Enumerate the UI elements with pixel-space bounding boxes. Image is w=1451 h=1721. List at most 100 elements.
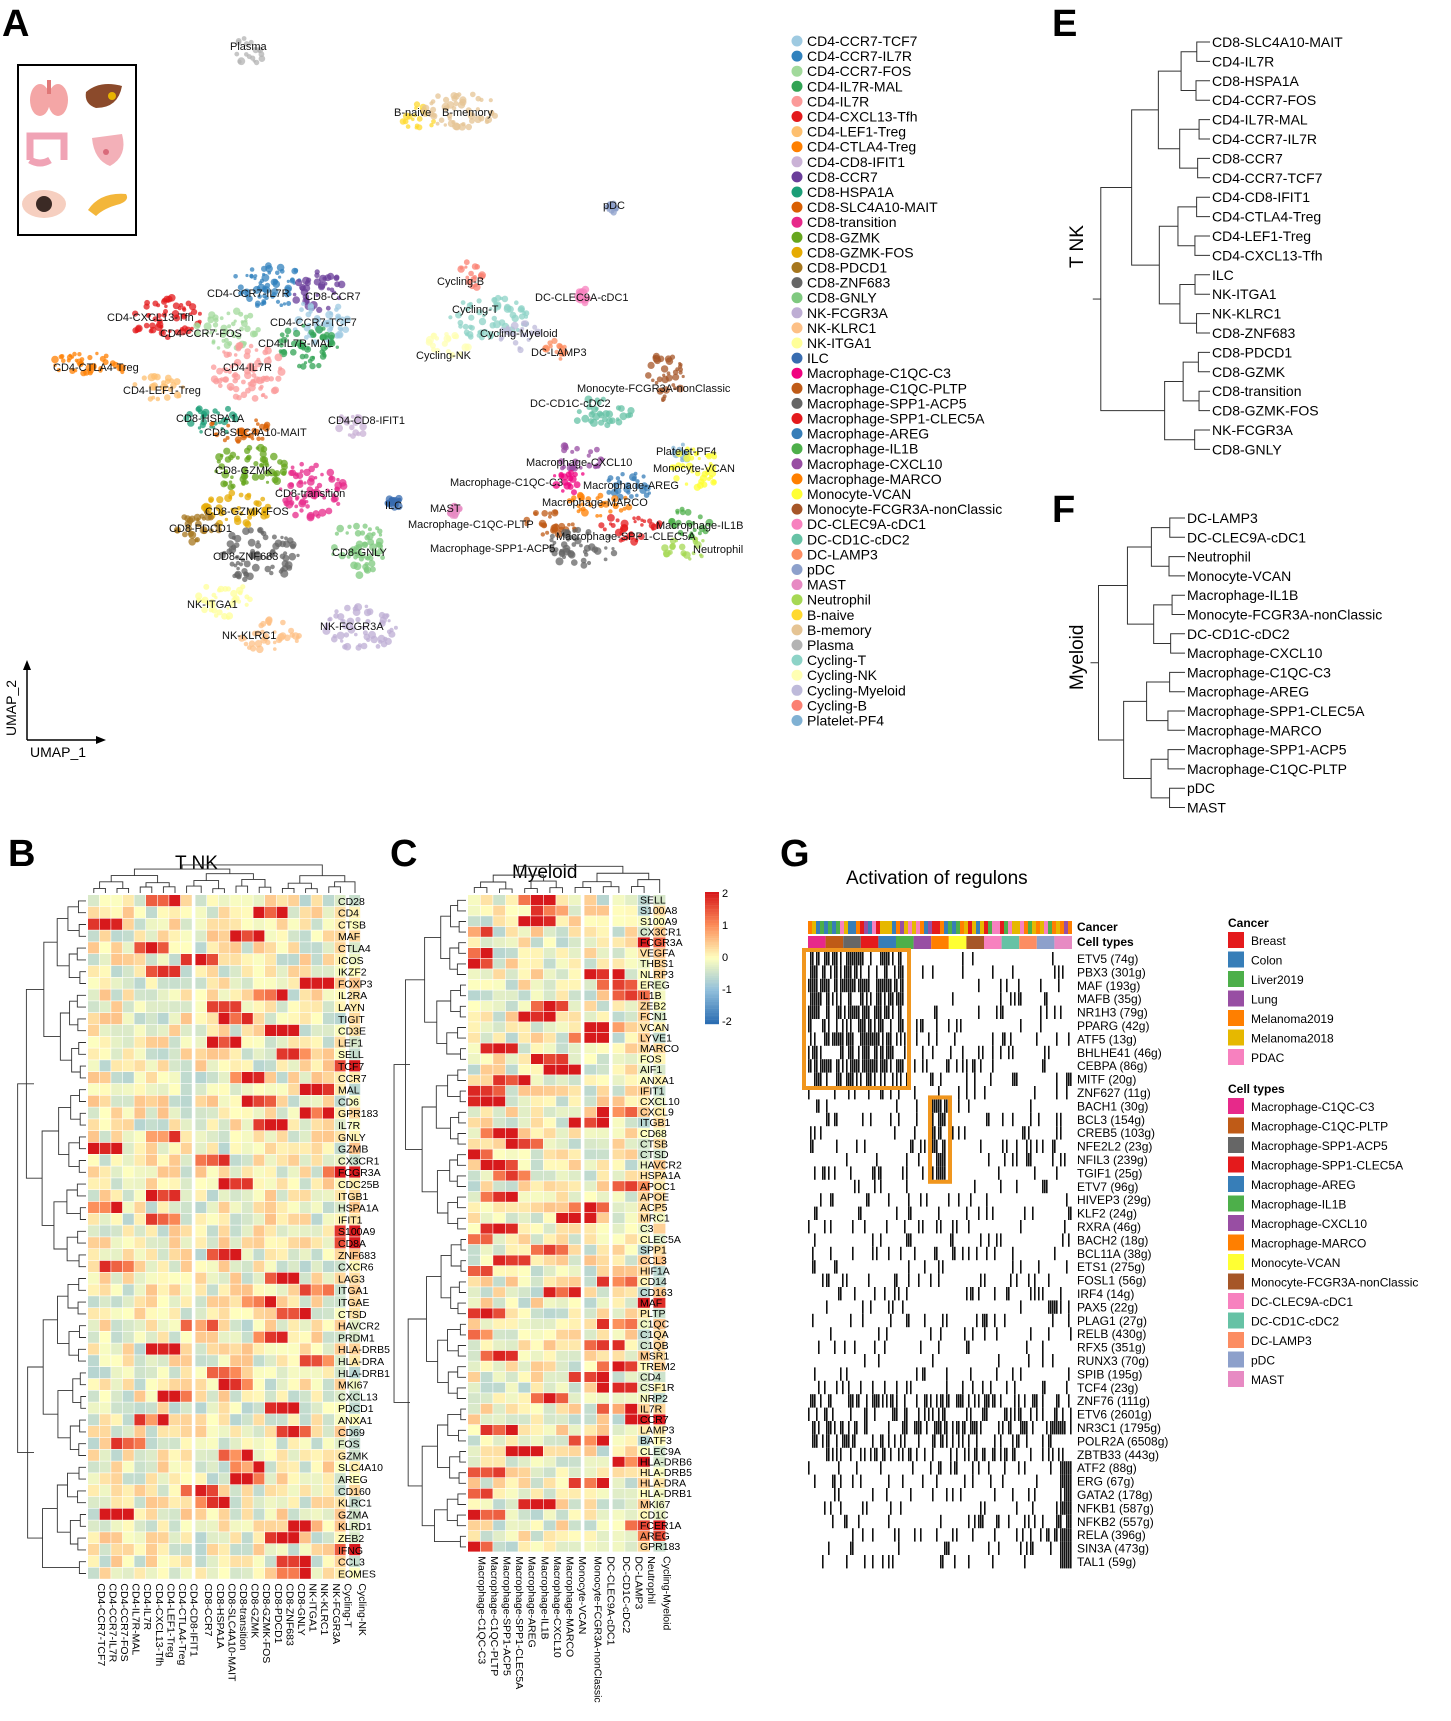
umap-point (299, 469, 304, 474)
heatmap-row-dendro (460, 1260, 466, 1272)
heatmap-cell (493, 1488, 506, 1499)
heatmap-cell (584, 1202, 597, 1213)
heatmap-cell (299, 1036, 311, 1048)
heatmap-cell (157, 1544, 169, 1556)
heatmap-row-dendro (76, 994, 86, 1008)
umap-point (294, 504, 299, 509)
heatmap-cell (218, 1095, 230, 1107)
regulon-active-cell (874, 1005, 876, 1019)
heatmap-cell (230, 942, 242, 954)
heatmap-row-dendro (459, 1090, 466, 1103)
heatmap-cell (612, 1043, 625, 1054)
umap-point (334, 332, 341, 339)
dendro-branch (1194, 235, 1210, 256)
heatmap-cell (543, 1149, 556, 1160)
umap-point (228, 480, 233, 485)
legend-swatch (791, 352, 803, 364)
heatmap-cell (543, 1308, 556, 1319)
regulon-active-cell (900, 1005, 902, 1019)
heatmap-cell (584, 1446, 597, 1457)
heatmap-cell (468, 1435, 480, 1446)
heatmap-cell (88, 1449, 99, 1461)
heatmap-cell (265, 1072, 276, 1084)
heatmap-row-dendro (69, 1519, 81, 1545)
heatmap-cell (241, 1485, 253, 1497)
regulon-active-cell (954, 1032, 956, 1046)
annotation-cancer-cell (968, 921, 972, 934)
umap-point (215, 453, 224, 461)
umap-cluster-cd8-transition (278, 461, 348, 522)
heatmap-row-label: ITGA1 (338, 1285, 369, 1297)
heatmap-cell (493, 926, 506, 937)
umap-cluster-cd8-slc4a10-mait (209, 418, 271, 444)
dendro-leaf-label: Macrophage-C1QC-PLTP (1187, 761, 1347, 777)
regulon-active-cell (816, 1045, 818, 1060)
heatmap-cell (531, 1244, 543, 1255)
heatmap-cell (88, 1095, 99, 1107)
regulon-active-cell (822, 965, 824, 979)
heatmap-cell (180, 1178, 192, 1190)
heatmap-cell (597, 1043, 609, 1054)
colorbar-tick: 1 (722, 920, 728, 932)
heatmap-cell (218, 1001, 230, 1013)
heatmap-row-dendro (457, 1302, 466, 1315)
umap-point (224, 456, 232, 463)
panel-letter-e: E (1052, 3, 1077, 45)
umap-point (230, 544, 237, 551)
heatmap-cell (218, 1201, 230, 1213)
heatmap-cell (218, 1319, 230, 1331)
heatmap-cell (543, 1181, 556, 1192)
heatmap-cell (253, 1355, 265, 1367)
heatmap-b-title: T NK (175, 853, 218, 874)
heatmap-cell (543, 1393, 556, 1404)
heatmap-cell (241, 1343, 253, 1355)
heatmap-cell (146, 1426, 157, 1438)
heatmap-cell (180, 1544, 192, 1556)
heatmap-cell (468, 1446, 480, 1457)
heatmap-cell (207, 1355, 218, 1367)
heatmap-cell (169, 1225, 181, 1237)
heatmap-cell (531, 1085, 543, 1096)
heatmap-cell (134, 954, 146, 966)
heatmap-cell (99, 1060, 111, 1072)
heatmap-cell (265, 1237, 276, 1249)
heatmap-cell (88, 1331, 99, 1343)
heatmap-cell (253, 1095, 265, 1107)
heatmap-cell (230, 1284, 242, 1296)
heatmap-cell (493, 1276, 506, 1287)
umap-point (262, 287, 268, 293)
heatmap-cell (207, 1367, 218, 1379)
umap-point (225, 586, 231, 592)
heatmap-cell (218, 1343, 230, 1355)
heatmap-cell (584, 1266, 597, 1276)
heatmap-cell (230, 918, 242, 930)
heatmap-cell (253, 1319, 265, 1331)
heatmap-cell (157, 1284, 169, 1296)
heatmap-cell (556, 1509, 569, 1520)
heatmap-col-label: Macrophage-AREG (526, 1556, 538, 1648)
heatmap-cell (99, 1532, 111, 1544)
heatmap-cell (468, 1425, 480, 1435)
umap-point (636, 515, 641, 521)
heatmap-cell (518, 1276, 531, 1287)
heatmap-cell (169, 1072, 181, 1084)
regulon-active-cell (820, 978, 822, 993)
umap-point (254, 359, 262, 368)
umap-point (286, 279, 290, 283)
heatmap-cell (195, 1331, 207, 1343)
heatmap-cell (134, 1166, 146, 1178)
umap-point (276, 263, 285, 272)
umap-cluster-cd4-ctla4-treg (51, 351, 126, 377)
heatmap-cell (584, 1329, 597, 1340)
legend-label: Neutrophil (807, 592, 871, 608)
heatmap-row-label: SELL (338, 1049, 364, 1061)
heatmap-cell (584, 1276, 597, 1287)
umap-point (443, 96, 450, 103)
heatmap-cell (180, 954, 192, 966)
heatmap-row-dendro (77, 1301, 86, 1315)
umap-point (282, 497, 289, 504)
regulon-active-cell (894, 978, 896, 993)
heatmap-cell (169, 1555, 181, 1567)
heatmap-cell (468, 969, 480, 980)
legend-swatch (791, 65, 803, 77)
